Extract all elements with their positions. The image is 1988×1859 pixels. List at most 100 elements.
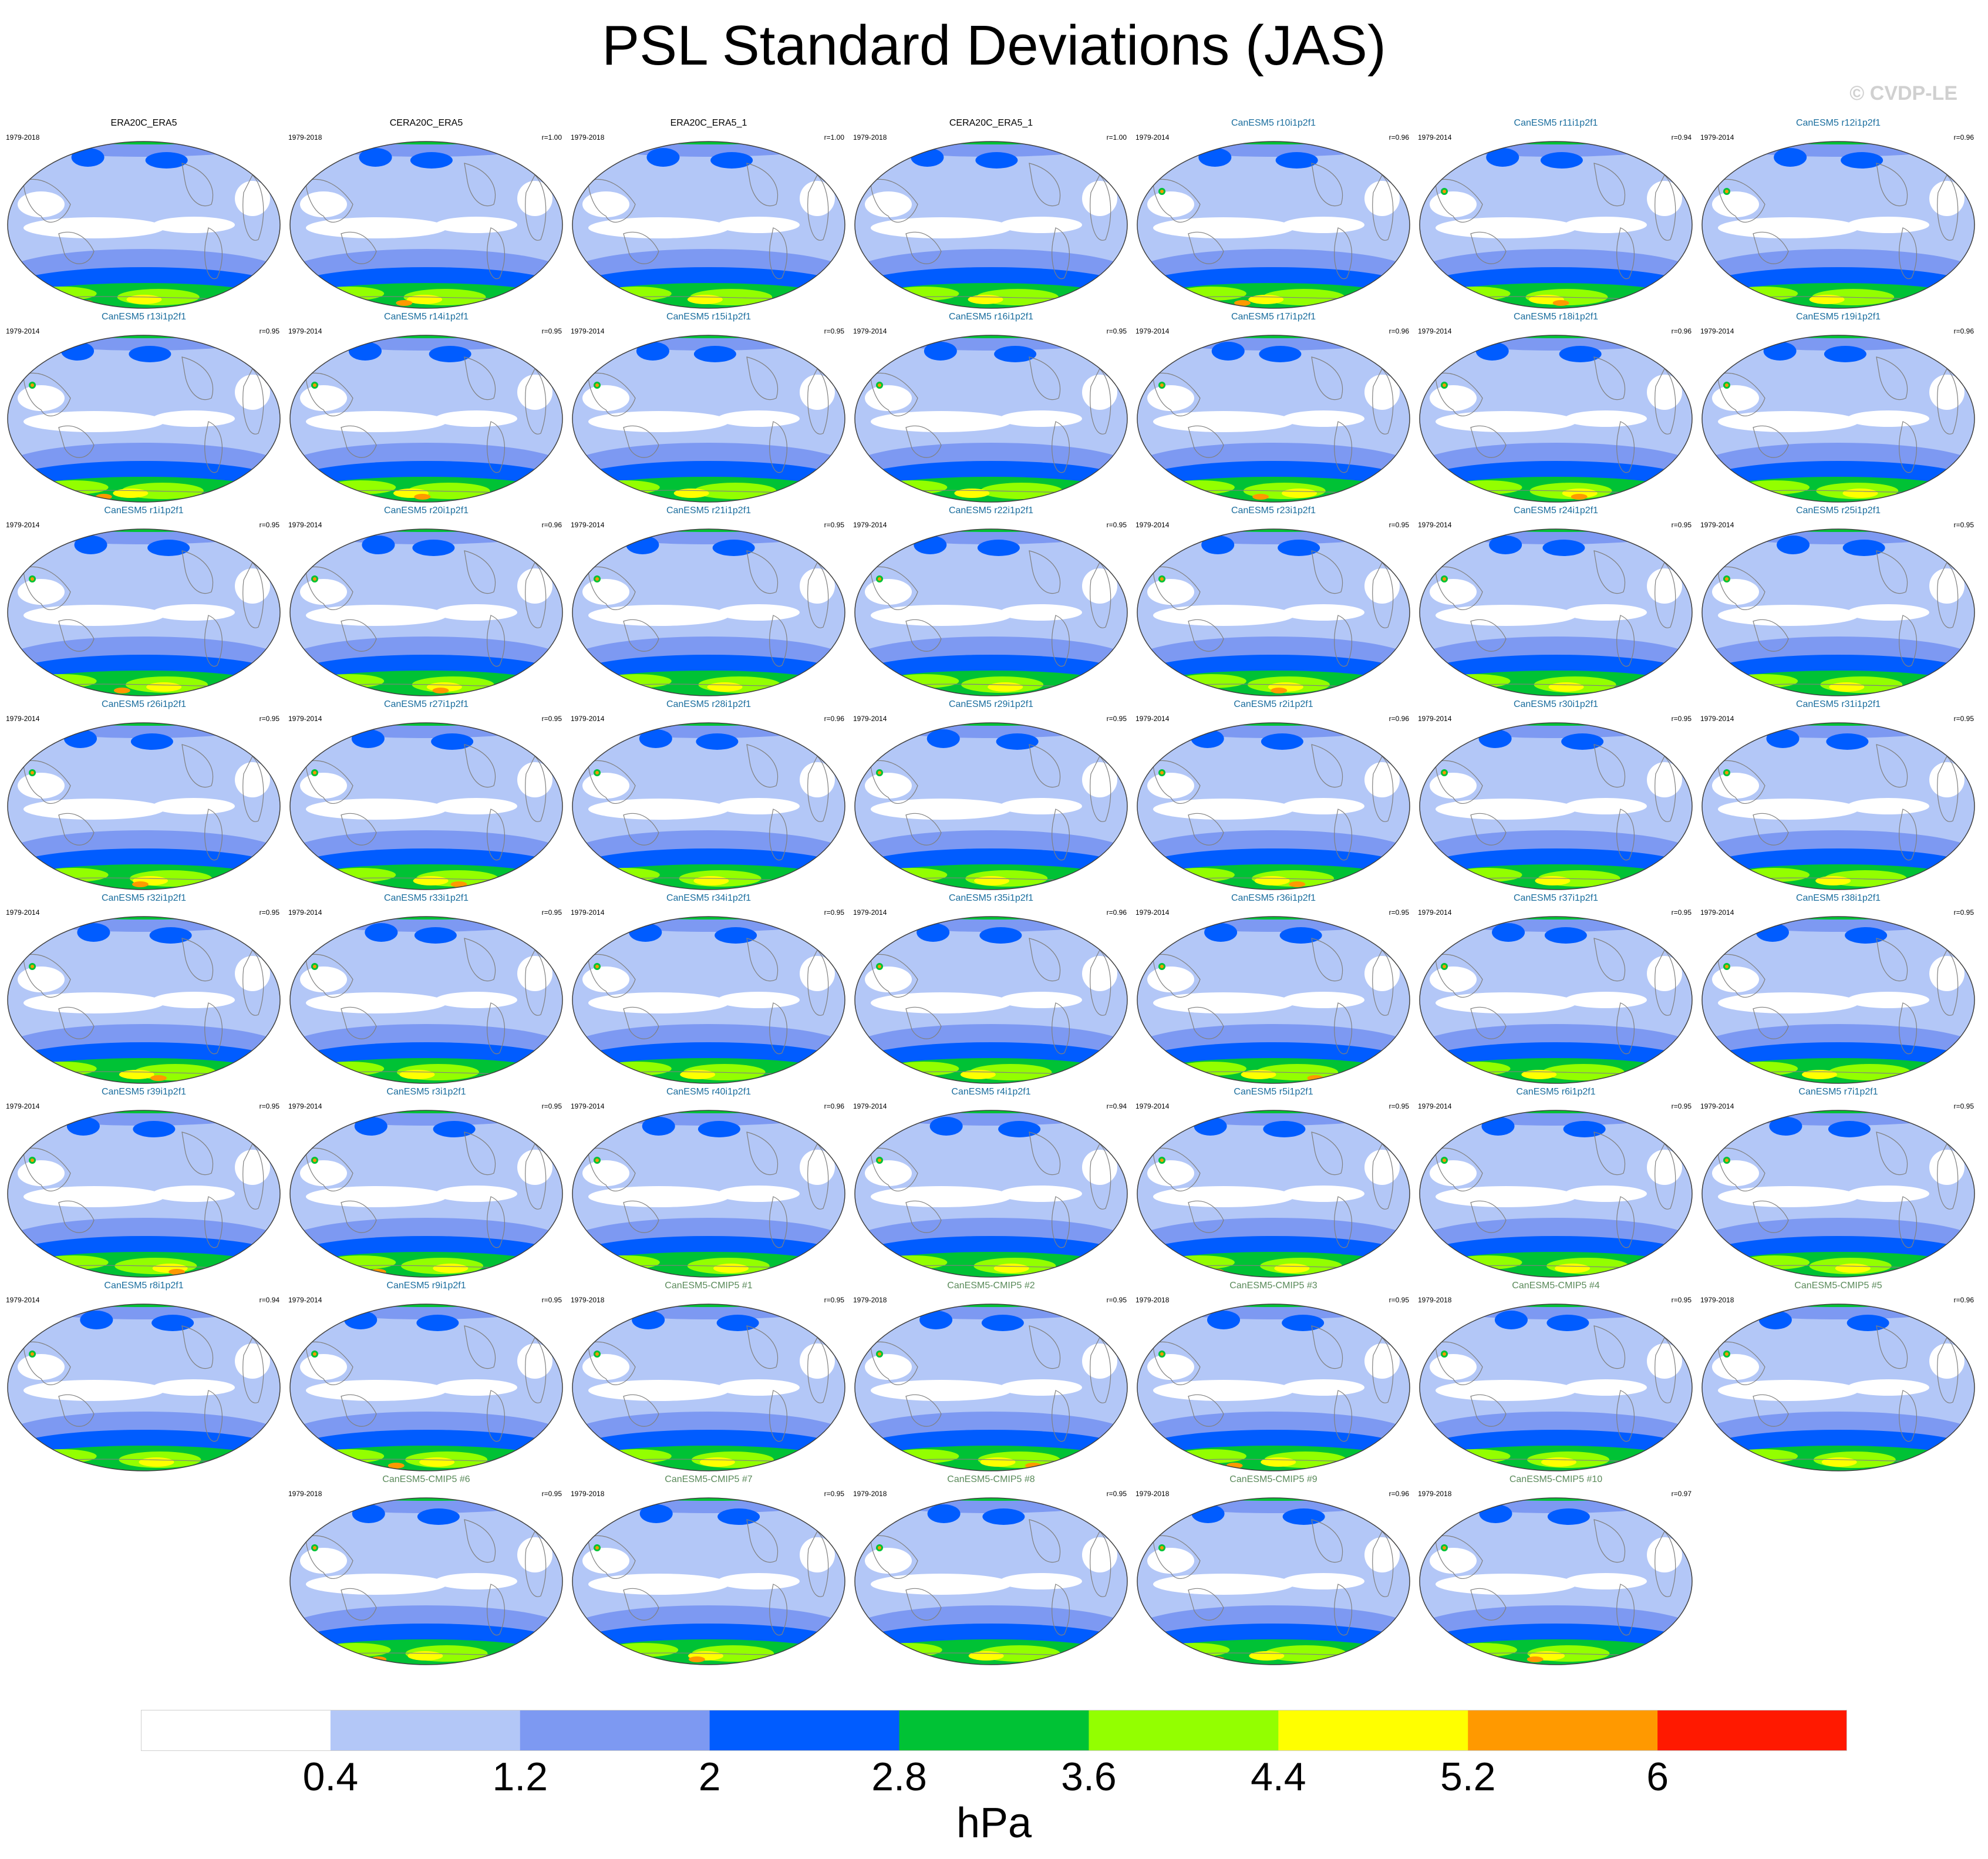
southern-variance-center	[608, 1643, 679, 1657]
southern-variance-peak	[1252, 494, 1269, 500]
map-outline	[7, 528, 281, 696]
low-variance-region	[1647, 375, 1682, 410]
panel-correlation: r=0.95	[1106, 715, 1127, 723]
panel-period: 1979-2014	[288, 908, 322, 917]
plateau-spot	[1160, 190, 1164, 193]
southern-variance-center	[1451, 1255, 1522, 1269]
low-variance-region	[865, 579, 912, 605]
psl-map	[572, 722, 845, 890]
coastline	[1435, 760, 1483, 804]
low-variance-region	[435, 1379, 517, 1396]
southern-variance-center	[1274, 1264, 1310, 1273]
southern-variance-center	[680, 1070, 716, 1079]
low-variance-region	[1147, 1354, 1194, 1380]
low-variance-region	[300, 773, 347, 799]
panel-title: CanESM5 r1i1p2f1	[104, 506, 184, 516]
low-variance-region	[306, 1574, 447, 1595]
map-outline	[854, 916, 1128, 1084]
panel-title: CanESM5-CMIP5 #8	[947, 1474, 1035, 1484]
southern-variance-peak	[450, 881, 467, 887]
panel-period: 1979-2014	[1135, 327, 1170, 335]
coastline	[1876, 1325, 1908, 1369]
coastline	[1052, 1584, 1070, 1636]
psl-map	[289, 916, 563, 1084]
coastline	[487, 1390, 506, 1442]
coastline	[1029, 938, 1061, 982]
arctic-variance-center	[1441, 335, 1676, 338]
map-panel: CanESM5 r19i1p2f1 1979-2014 r=0.96	[1700, 311, 1976, 505]
coastline	[1188, 619, 1224, 652]
low-variance-region	[717, 217, 800, 233]
map-outline	[7, 141, 281, 309]
low-variance-region	[582, 1354, 629, 1380]
coastline	[1052, 227, 1070, 279]
panel-period: 1979-2014	[288, 327, 322, 335]
panel-title: CanESM5 r40i1p2f1	[666, 1087, 752, 1097]
panel-correlation: r=1.00	[541, 133, 562, 142]
coastline	[1899, 1002, 1918, 1055]
plateau-spot	[878, 1352, 881, 1356]
plateau-spot	[1160, 1546, 1164, 1550]
panel-correlation: r=0.95	[1106, 327, 1127, 335]
map-outline	[289, 1497, 563, 1665]
panel-title: CanESM5 r33i1p2f1	[383, 893, 469, 903]
coastline	[905, 1588, 942, 1621]
map-outline	[1701, 916, 1975, 1084]
low-variance-region	[871, 799, 1012, 820]
arctic-variance-center	[1542, 540, 1585, 556]
low-variance-region	[517, 1537, 552, 1572]
coastline	[1311, 1519, 1343, 1563]
coastline	[464, 1131, 496, 1176]
coastline	[623, 813, 659, 846]
southern-variance-center	[325, 1255, 396, 1269]
low-variance-region	[1364, 1343, 1400, 1379]
coastline	[1470, 1588, 1507, 1621]
low-variance-region	[1436, 1380, 1576, 1401]
low-variance-region	[1153, 1380, 1294, 1401]
map-outline	[1137, 141, 1410, 309]
arctic-variance-center	[1486, 148, 1519, 167]
plateau-spot	[1725, 190, 1728, 193]
panel-period: 1979-2014	[1418, 327, 1452, 335]
coastline	[341, 1394, 377, 1427]
low-variance-region	[300, 1160, 347, 1186]
southern-variance-center	[1451, 868, 1522, 882]
coastline	[1311, 744, 1343, 788]
southern-variance-center	[888, 1062, 959, 1076]
arctic-variance-center	[433, 1121, 476, 1137]
map-outline	[854, 722, 1128, 890]
panel-title: CanESM5-CMIP5 #4	[1512, 1281, 1600, 1291]
arctic-variance-center	[924, 342, 957, 361]
arctic-variance-center	[1201, 536, 1235, 554]
low-variance-region	[871, 411, 1012, 432]
coastline	[23, 1147, 71, 1191]
psl-map	[7, 528, 281, 696]
southern-variance-center	[113, 489, 149, 498]
arctic-variance-center	[998, 1121, 1041, 1137]
psl-map	[572, 141, 845, 309]
low-variance-region	[18, 1354, 65, 1380]
low-variance-region	[1000, 604, 1082, 621]
coastline	[1311, 1131, 1343, 1176]
coastline	[487, 615, 506, 667]
map-outline	[572, 528, 845, 696]
low-variance-region	[1147, 1548, 1194, 1574]
panel-correlation: r=0.95	[541, 1296, 562, 1304]
low-variance-region	[1847, 1379, 1929, 1396]
panel-title: CanESM5 r29i1p2f1	[948, 699, 1034, 709]
southern-variance-center	[1727, 674, 1798, 688]
coastline	[746, 744, 779, 788]
arctic-variance-center	[877, 529, 1111, 532]
low-variance-region	[1647, 1150, 1682, 1185]
psl-map	[1419, 528, 1693, 696]
arctic-variance-center	[429, 346, 471, 362]
southern-variance-center	[888, 287, 959, 301]
arctic-variance-center	[642, 1117, 675, 1136]
coastline	[341, 619, 377, 652]
low-variance-region	[1153, 1186, 1294, 1207]
panel-correlation: r=0.97	[1671, 1490, 1692, 1498]
coastline	[1593, 163, 1626, 207]
coastline	[242, 949, 264, 1016]
coastline	[1090, 174, 1111, 241]
coastline	[1717, 1341, 1765, 1385]
